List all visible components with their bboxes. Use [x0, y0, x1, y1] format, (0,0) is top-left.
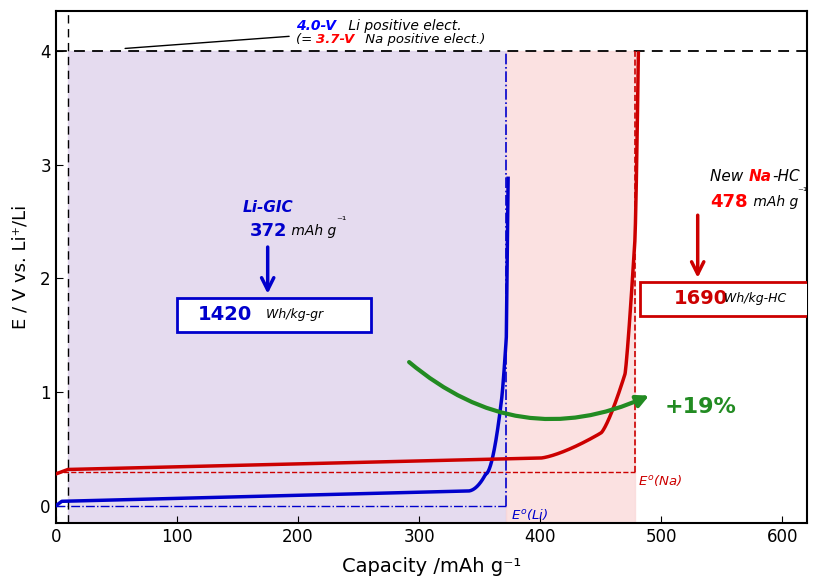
Text: Na: Na [748, 168, 771, 184]
Text: ⁻¹: ⁻¹ [337, 216, 346, 226]
Text: +19%: +19% [664, 397, 736, 417]
Text: Li positive elect.: Li positive elect. [344, 19, 461, 33]
Text: $E^o$(Na): $E^o$(Na) [637, 473, 681, 488]
Text: 4.0-V: 4.0-V [295, 19, 335, 33]
Text: (=: (= [295, 33, 315, 46]
Text: 1420: 1420 [198, 305, 252, 324]
Text: Na positive elect.): Na positive elect.) [360, 33, 485, 46]
Text: -HC: -HC [771, 168, 799, 184]
FancyArrowPatch shape [409, 362, 644, 419]
Text: Li-GIC: Li-GIC [242, 200, 292, 215]
X-axis label: Capacity /mAh g⁻¹: Capacity /mAh g⁻¹ [342, 557, 520, 576]
Y-axis label: E / V vs. Li⁺/Li: E / V vs. Li⁺/Li [11, 205, 29, 329]
FancyBboxPatch shape [177, 298, 370, 332]
Text: mAh g: mAh g [748, 195, 797, 209]
Text: ⁻¹: ⁻¹ [796, 187, 807, 197]
Text: 3.7-V: 3.7-V [316, 33, 354, 46]
Text: New: New [709, 168, 747, 184]
Text: 1690: 1690 [672, 289, 726, 308]
FancyBboxPatch shape [639, 282, 818, 316]
Text: 478: 478 [709, 193, 747, 211]
Text: Wh/kg-gr: Wh/kg-gr [261, 308, 323, 321]
Text: 372: 372 [249, 222, 287, 239]
Text: $E^o$(Li): $E^o$(Li) [510, 507, 548, 522]
Text: mAh g: mAh g [287, 224, 336, 238]
Text: Wh/kg-HC: Wh/kg-HC [718, 292, 785, 305]
